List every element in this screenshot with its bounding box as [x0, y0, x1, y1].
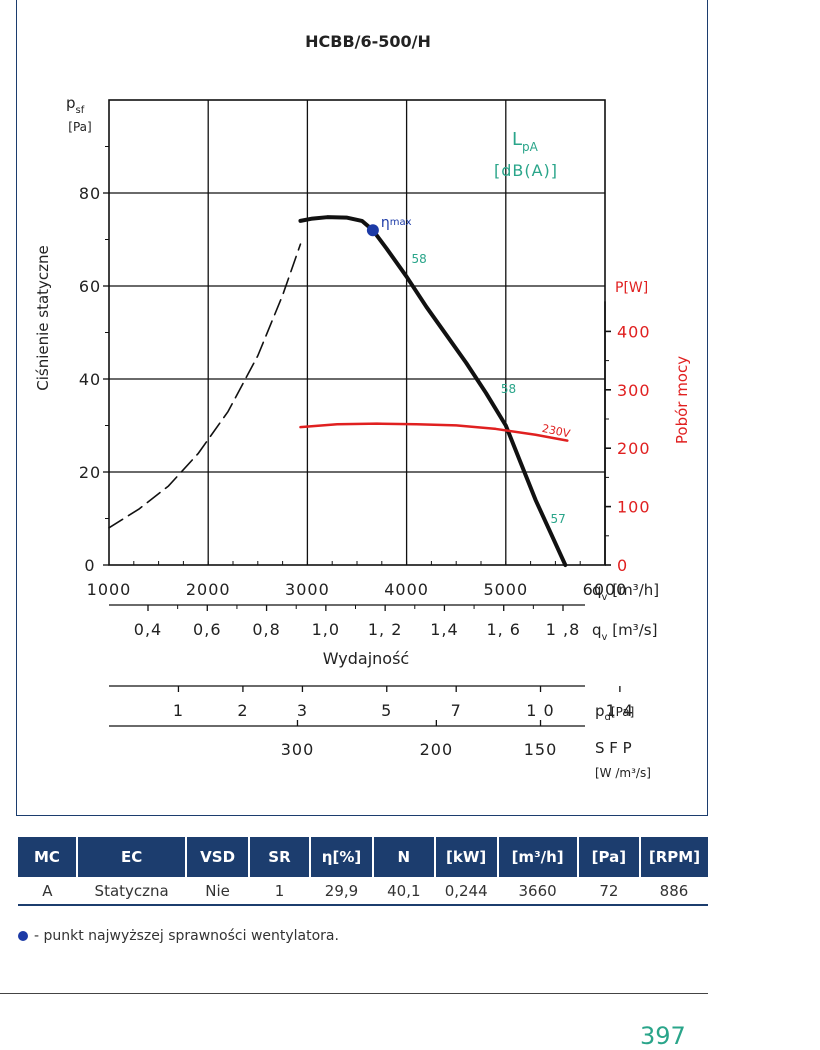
legend-note-text: - punkt najwyższej sprawności wentylator… — [34, 928, 339, 944]
x-tick-label: 5000 — [483, 580, 528, 599]
sfp-tick-label: 200 — [420, 740, 454, 759]
pd-tick-label: 1 — [173, 701, 184, 720]
cell-pa: 72 — [577, 877, 640, 906]
cell-rpm: 886 — [639, 877, 708, 906]
x-axis-title: Wydajność — [323, 649, 409, 668]
cell-kw: 0,244 — [434, 877, 498, 906]
pd-tick-label: 1 0 — [526, 701, 554, 720]
pd-scale-label: pd[Pa] — [595, 702, 634, 723]
specs-row: A Statyczna Nie 1 29,9 40,1 0,244 3660 7… — [18, 877, 708, 906]
header-vsd: VSD — [186, 837, 250, 877]
x2-tick-label: 1 ,8 — [546, 620, 581, 639]
series-line-power — [299, 422, 569, 442]
series-line-static-pressure — [298, 215, 568, 567]
footer-rule — [0, 993, 708, 994]
y-axis-title: Ciśnienie statyczne — [34, 245, 52, 391]
header-pa: [Pa] — [577, 837, 641, 877]
max-efficiency-point — [366, 224, 379, 237]
specs-table: MC EC VSD SR η[%] N [kW] [m³/h] [Pa] [RP… — [18, 837, 708, 906]
max-efficiency-dot-icon — [18, 931, 28, 941]
x2-tick-label: 1,0 — [312, 620, 340, 639]
y-unit-symbol: psf — [66, 94, 85, 116]
lpa-symbol: LpA — [512, 129, 539, 154]
x2-tick-label: 1, 2 — [368, 620, 403, 639]
sound-level-label: 58 — [412, 252, 427, 266]
power-series-label: 230V — [541, 422, 572, 441]
x-tick-label: 3000 — [285, 580, 330, 599]
cell-n: 40,1 — [372, 877, 435, 906]
page-number: 397 — [640, 1022, 686, 1050]
cell-mc: A — [18, 877, 77, 906]
header-rpm: [RPM] — [639, 837, 708, 877]
header-mc: MC — [18, 837, 78, 877]
y2-tick-label: 100 — [617, 498, 651, 517]
legend-note: - punkt najwyższej sprawności wentylator… — [18, 928, 339, 944]
lpa-unit: [dB(A)] — [494, 161, 558, 180]
y2-tick-label: 0 — [617, 556, 628, 575]
x-tick-label: 2000 — [186, 580, 231, 599]
x-tick-label: 6000 — [583, 580, 628, 599]
y-tick-label: 60 — [79, 277, 101, 296]
y2-tick-label: 300 — [617, 381, 651, 400]
header-flow: [m³/h] — [497, 837, 579, 877]
header-n: N — [372, 837, 436, 877]
y2-tick-label: 400 — [617, 322, 651, 341]
x2-tick-label: 0,8 — [252, 620, 280, 639]
x2-tick-label: 1,4 — [430, 620, 458, 639]
sfp-scale-unit: [W /m³/s] — [595, 766, 651, 780]
y-tick-label: 0 — [84, 556, 95, 575]
pd-tick-label: 7 — [451, 701, 462, 720]
pd-tick-label: 5 — [381, 701, 392, 720]
cell-ec: Statyczna — [76, 877, 187, 906]
pd-tick-label: 1 4 — [606, 701, 634, 720]
x2-tick-label: 0,4 — [134, 620, 162, 639]
cell-vsd: Nie — [186, 877, 249, 906]
x2-tick-label: 1, 6 — [486, 620, 521, 639]
sfp-tick-label: 150 — [524, 740, 558, 759]
x-tick-label: 4000 — [384, 580, 429, 599]
header-efficiency: η[%] — [310, 837, 374, 877]
x-unit-label: qv [m³/h] — [592, 581, 659, 603]
sound-level-label: 58 — [501, 382, 516, 396]
y-tick-label: 40 — [79, 370, 101, 389]
y2-unit-label: P[W] — [615, 280, 648, 296]
y-tick-label: 20 — [79, 463, 101, 482]
sfp-scale-label: S F P — [595, 739, 632, 757]
chart-title: HCBB/6-500/H — [305, 32, 431, 51]
y2-tick-label: 200 — [617, 439, 651, 458]
pd-tick-label: 2 — [237, 701, 248, 720]
y-tick-label: 80 — [79, 184, 101, 203]
y2-axis-title: Pobór mocy — [673, 356, 691, 444]
x-tick-label: 1000 — [87, 580, 132, 599]
sfp-tick-label: 300 — [281, 740, 315, 759]
sound-level-label: 57 — [550, 512, 565, 526]
y-unit-text: [Pa] — [68, 120, 91, 134]
x2-unit-label: qv [m³/s] — [592, 621, 657, 643]
header-sr: SR — [248, 837, 312, 877]
specs-header-row: MC EC VSD SR η[%] N [kW] [m³/h] [Pa] [RP… — [18, 837, 708, 877]
header-kw: [kW] — [434, 837, 499, 877]
header-ec: EC — [76, 837, 188, 877]
max-efficiency-label: ηmax — [381, 215, 412, 231]
pd-tick-label: 3 — [297, 701, 308, 720]
chart-frame — [16, 0, 708, 816]
cell-sr: 1 — [248, 877, 311, 906]
series-line-stall-region — [108, 243, 302, 529]
x2-tick-label: 0,6 — [193, 620, 221, 639]
cell-flow: 3660 — [497, 877, 578, 906]
cell-efficiency: 29,9 — [310, 877, 373, 906]
